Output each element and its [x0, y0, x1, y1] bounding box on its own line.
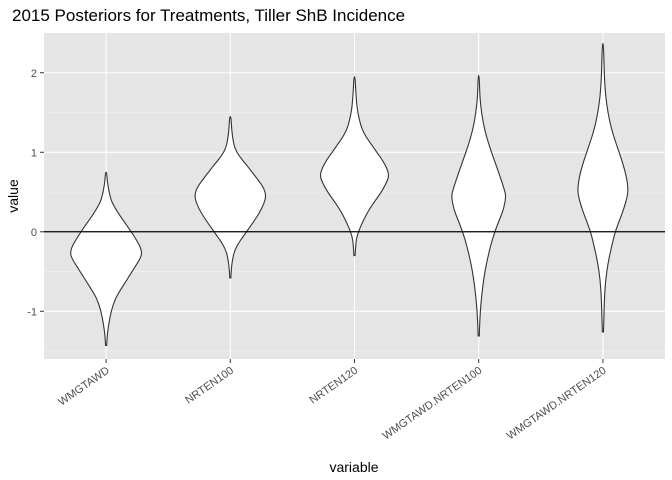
chart-title: 2015 Posteriors for Treatments, Tiller S… [12, 6, 405, 25]
violin-wmgtawd-nrten120 [577, 42, 629, 333]
x-tick-label: NRTEN100 [183, 365, 236, 407]
violin-nrten120 [319, 76, 390, 257]
violin-nrten100 [194, 115, 267, 279]
x-tick-label: WMGTAWD [56, 365, 111, 409]
x-axis-title: variable [329, 459, 378, 475]
y-axis-title: value [5, 179, 21, 213]
y-tick-label: 0 [31, 227, 37, 239]
y-axis: -1 0 1 2 [27, 68, 44, 318]
y-tick-label: 2 [31, 68, 37, 80]
y-tick-label: 1 [31, 147, 37, 159]
x-tick-label: NRTEN120 [307, 365, 360, 407]
x-axis: WMGTAWD NRTEN100 NRTEN120 WMGTAWD.NRTEN100 W… [56, 359, 609, 443]
violin-wmgtawd [70, 171, 143, 347]
y-tick-label: -1 [27, 306, 37, 318]
x-tick-label: WMGTAWD.NRTEN100 [381, 365, 485, 443]
violins [70, 42, 629, 347]
x-tick-label: WMGTAWD.NRTEN120 [505, 365, 609, 443]
